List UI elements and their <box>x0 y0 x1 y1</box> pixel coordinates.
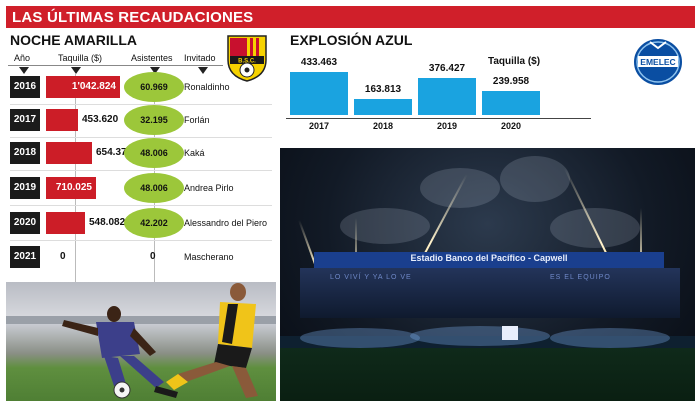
smoke-cloud <box>500 156 570 202</box>
stadium-night-photo: Estadio Banco del Pacífico - Capwell LO … <box>280 148 695 401</box>
year-tick-2019: 2019 <box>436 121 458 131</box>
row-separator <box>10 137 272 138</box>
stand-banner-text: ES EL EQUIPO <box>550 274 611 281</box>
year-tick-2020: 2020 <box>500 121 522 131</box>
year-label-2017: 2017 <box>10 109 40 131</box>
guest-name-2018: Kaká <box>184 148 205 158</box>
header-box-office: Taquilla ($) <box>58 53 103 63</box>
explosion-azul-chart-area: EXPLOSIÓN AZUL Taquilla ($) 433.463 2017 1… <box>280 30 695 148</box>
row-separator <box>10 205 272 206</box>
taquilla-value-2018: 163.813 <box>364 84 402 95</box>
year-tick-2017: 2017 <box>308 121 330 131</box>
taquilla-value-2017: 433.463 <box>300 57 338 68</box>
players-illustration <box>62 283 258 399</box>
box-office-bar-2018 <box>46 142 92 164</box>
guest-arrow-icon <box>198 67 208 74</box>
year-label-2016: 2016 <box>10 76 40 98</box>
explosion-azul-panel: EXPLOSIÓN AZUL Taquilla ($) 433.463 2017 1… <box>280 30 695 401</box>
attendance-bubble-2018: 48.006 <box>124 138 184 168</box>
guest-name-2016: Ronaldinho <box>184 82 230 92</box>
logo-text: B.S.C. <box>238 59 256 65</box>
taquilla-bar-2019 <box>418 78 476 115</box>
box-office-bar-2016 <box>46 76 120 98</box>
guest-name-2020: Alessandro del Piero <box>184 218 268 228</box>
box-office-value-2020: 548.082 <box>89 217 126 228</box>
box-office-value-2016: 1'042.824 <box>71 81 116 92</box>
taquilla-value-2019: 376.427 <box>428 63 466 74</box>
smoke-cloud <box>340 208 430 244</box>
year-label-2019: 2019 <box>10 177 40 199</box>
left-panel-title: NOCHE AMARILLA <box>10 32 138 48</box>
taquilla-bar-2017 <box>290 72 348 115</box>
emelec-logo: EMELEC <box>632 37 684 87</box>
header-year: Año <box>14 53 31 63</box>
year-tick-2018: 2018 <box>372 121 394 131</box>
guest-name-2019: Andrea Pirlo <box>184 183 234 193</box>
box-office-bar-2019 <box>46 177 96 199</box>
row-separator <box>10 240 272 241</box>
header-divider <box>8 65 223 66</box>
stand-banner-text: LO VIVÍ Y YA LO VE <box>330 274 412 281</box>
row-separator <box>10 170 272 171</box>
taquilla-bar-2018 <box>354 99 412 115</box>
right-panel-title: EXPLOSIÓN AZUL <box>290 32 413 48</box>
noche-amarilla-panel: NOCHE AMARILLA Año Taquilla ($) Asistent… <box>6 30 276 401</box>
attendance-arrow-icon <box>150 67 160 74</box>
stadium-name: Estadio Banco del Pacífico - Capwell <box>410 253 568 263</box>
row-separator <box>10 104 272 105</box>
banner-title: LAS ÚLTIMAS RECAUDACIONES <box>12 9 254 26</box>
year-label-2018: 2018 <box>10 142 40 164</box>
attendance-bubble-2020: 42.202 <box>124 208 184 238</box>
guest-name-2021: Mascherano <box>184 252 234 262</box>
photo-ad-board <box>6 316 276 324</box>
box-office-arrow-icon <box>71 67 81 74</box>
box-office-bar-2020 <box>46 212 85 234</box>
attendance-value-2021: 0 <box>150 251 156 262</box>
stadium-banner: Estadio Banco del Pacífico - Capwell <box>314 252 664 268</box>
attendance-bubble-2019: 48.006 <box>124 173 184 203</box>
box-office-value-2017: 453.620 <box>82 114 119 125</box>
box-office-value-2018: 654.370 <box>96 147 133 158</box>
year-label-2020: 2020 <box>10 212 40 234</box>
right-series-label: Taquilla ($) <box>488 56 541 67</box>
box-office-bar-2017 <box>46 109 78 131</box>
emelec-logo-text: EMELEC <box>640 57 675 67</box>
box-office-value-2021: 0 <box>60 251 66 262</box>
box-office-value-2019: 710.025 <box>55 182 92 193</box>
pitch <box>280 348 695 401</box>
match-photo <box>6 282 276 401</box>
header-attendance: Asistentes <box>131 53 173 63</box>
attendance-bubble-2016: 60.969 <box>124 72 184 102</box>
attendance-bubble-2017: 32.195 <box>124 105 184 135</box>
year-label-2021: 2021 <box>10 246 40 268</box>
guest-name-2017: Forlán <box>184 115 210 125</box>
stadium-stands: LO VIVÍ Y YA LO VE ES EL EQUIPO <box>300 268 680 318</box>
top-banner: LAS ÚLTIMAS RECAUDACIONES <box>6 6 695 28</box>
year-arrow-icon <box>19 67 29 74</box>
taquilla-value-2020: 239.958 <box>492 76 530 87</box>
taquilla-bar-2020 <box>482 91 540 115</box>
right-baseline <box>286 118 591 119</box>
barcelona-sc-logo: B.S.C. <box>227 35 267 82</box>
header-guest: Invitado <box>184 53 216 63</box>
